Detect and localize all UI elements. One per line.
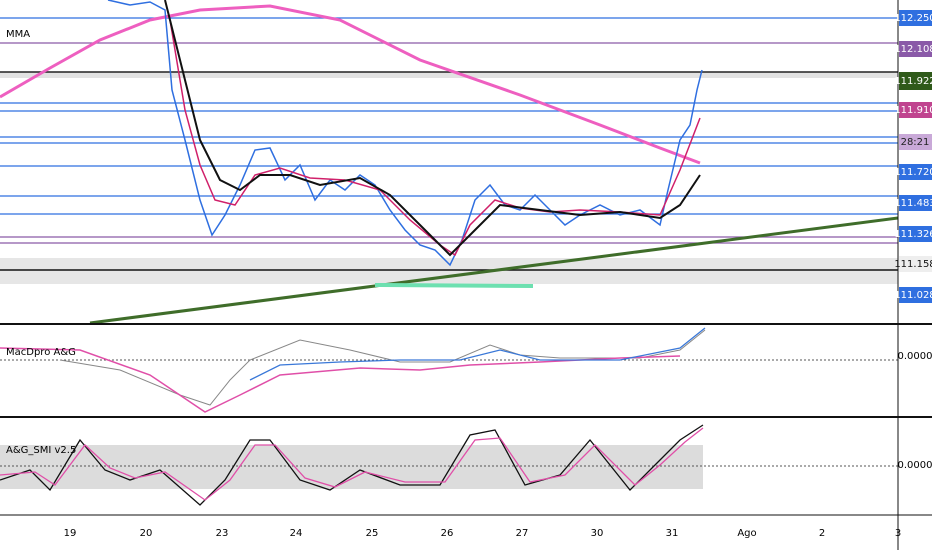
indicator-label: MacDpro A&G	[6, 347, 76, 358]
date-label: 25	[366, 528, 379, 539]
price-axis: 112.250 112.108 111.922 111.910 28:21 11…	[894, 10, 932, 471]
date-label: 20	[140, 528, 153, 539]
price-label: 111.483	[894, 198, 932, 209]
date-label: 19	[64, 528, 77, 539]
date-label: 30	[591, 528, 604, 539]
date-label: 3	[895, 528, 901, 539]
price-label: 111.326	[894, 229, 932, 240]
date-label: 31	[666, 528, 679, 539]
axis-label: 0.0000	[898, 460, 932, 471]
price-label: 111.720	[894, 167, 932, 178]
price-label: 28:21	[901, 137, 930, 148]
date-label: 26	[441, 528, 454, 539]
band	[0, 72, 898, 78]
date-label: 23	[216, 528, 229, 539]
date-label: 24	[290, 528, 303, 539]
date-label: Ago	[737, 528, 756, 539]
price-label: 111.922	[894, 76, 932, 87]
axis-label: 0.0000	[898, 351, 932, 362]
price-label: 111.028	[894, 290, 932, 301]
zone	[375, 285, 533, 286]
indicator-label: MMA	[6, 29, 30, 40]
band	[0, 258, 898, 284]
price-label: 112.108	[894, 44, 932, 55]
date-label: 27	[516, 528, 529, 539]
date-label: 2	[819, 528, 825, 539]
price-label: 112.250	[894, 13, 932, 24]
price-label: 111.158	[894, 259, 932, 270]
indicator-label: A&G_SMI v2.5	[6, 445, 76, 456]
price-label: 111.910	[894, 105, 932, 116]
